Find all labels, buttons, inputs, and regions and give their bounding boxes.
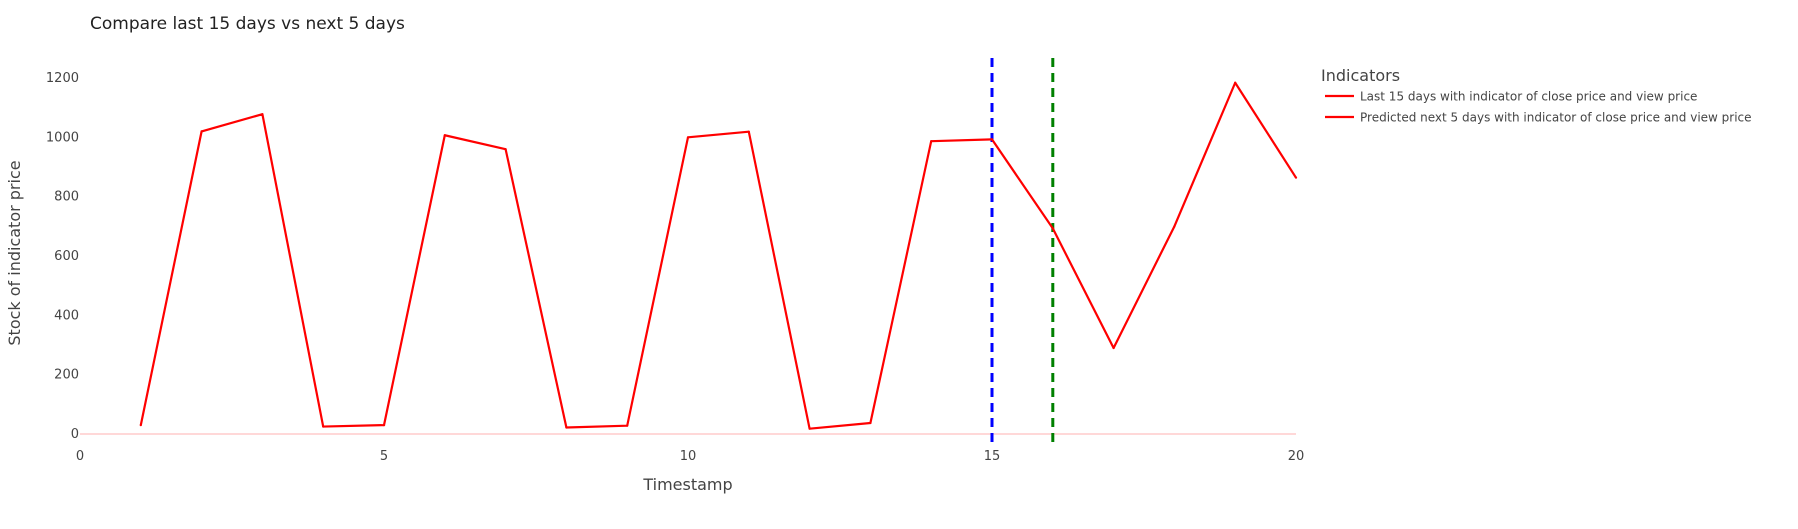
- legend-label: Last 15 days with indicator of close pri…: [1360, 90, 1697, 104]
- data-point[interactable]: [747, 130, 750, 133]
- x-tick-label: 10: [680, 449, 697, 464]
- data-point[interactable]: [1112, 346, 1115, 350]
- data-point[interactable]: [443, 134, 446, 137]
- x-axis-label: Timestamp: [642, 475, 732, 494]
- data-point[interactable]: [1173, 225, 1176, 228]
- data-point[interactable]: [1051, 227, 1054, 230]
- series-lines: [139, 81, 1297, 430]
- series-line-2[interactable]: [991, 81, 1297, 350]
- data-point[interactable]: [869, 421, 872, 425]
- legend-label: Predicted next 5 days with indicator of …: [1360, 111, 1752, 125]
- y-axis-label: Stock of indicator price: [5, 160, 24, 345]
- data-point[interactable]: [200, 130, 203, 133]
- legend[interactable]: Indicators Last 15 days with indicator o…: [1321, 66, 1752, 125]
- data-point[interactable]: [261, 113, 264, 116]
- y-tick-label: 800: [54, 190, 79, 205]
- y-axis-ticks: 0 200 400 600 800 1000 1200: [46, 71, 79, 442]
- data-point[interactable]: [1234, 81, 1237, 84]
- data-point[interactable]: [139, 424, 142, 427]
- legend-title: Indicators: [1321, 66, 1400, 85]
- x-tick-label: 20: [1288, 449, 1305, 464]
- data-point[interactable]: [565, 426, 568, 429]
- data-point[interactable]: [322, 425, 325, 428]
- data-point[interactable]: [626, 424, 629, 427]
- y-tick-label: 400: [54, 308, 79, 323]
- legend-item[interactable]: Last 15 days with indicator of close pri…: [1325, 90, 1697, 104]
- y-tick-label: 1200: [46, 71, 79, 86]
- data-point[interactable]: [1294, 176, 1298, 179]
- series-line-1[interactable]: [139, 113, 993, 430]
- y-tick-label: 200: [54, 368, 79, 383]
- x-tick-label: 0: [76, 449, 84, 464]
- legend-items: Last 15 days with indicator of close pri…: [1325, 90, 1752, 125]
- vertical-reference-lines: [990, 58, 1055, 447]
- data-point[interactable]: [504, 148, 507, 151]
- data-point[interactable]: [686, 136, 690, 139]
- legend-item[interactable]: Predicted next 5 days with indicator of …: [1325, 111, 1752, 125]
- y-tick-label: 600: [54, 249, 79, 264]
- data-point[interactable]: [382, 424, 386, 427]
- data-point[interactable]: [808, 427, 811, 430]
- x-axis-ticks: 0 5 10 15 20: [76, 449, 1304, 464]
- data-point[interactable]: [990, 138, 994, 141]
- data-point[interactable]: [930, 140, 933, 143]
- x-tick-label: 5: [380, 449, 388, 464]
- data-points: [139, 81, 1298, 430]
- y-tick-label: 1000: [46, 130, 79, 145]
- x-tick-label: 15: [984, 449, 1001, 464]
- y-tick-label: 0: [71, 427, 79, 442]
- chart-title: Compare last 15 days vs next 5 days: [90, 14, 405, 34]
